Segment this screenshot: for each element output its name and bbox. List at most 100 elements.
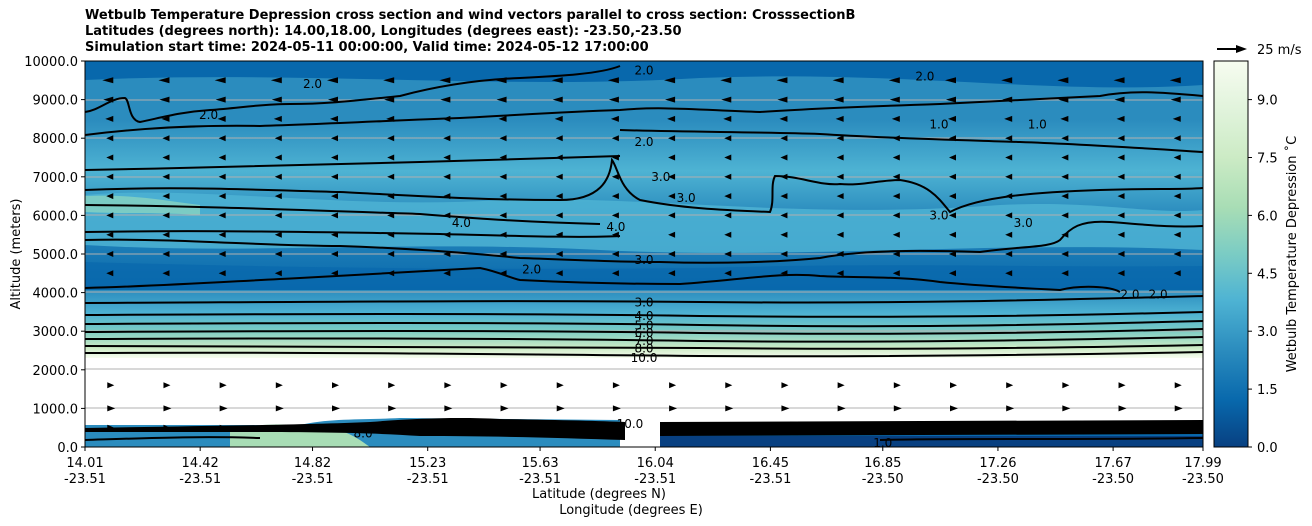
- wind-vector-arrow: [159, 96, 170, 103]
- contour-3-upper: [85, 157, 1203, 214]
- wind-vector-arrow: [1062, 424, 1070, 431]
- wind-vector-arrow: [1062, 405, 1071, 412]
- wind-vector-arrow: [219, 424, 227, 431]
- wind-vector-arrow: [439, 77, 451, 84]
- wind-vector-arrow: [218, 193, 226, 200]
- wind-vector-arrow: [275, 382, 283, 389]
- wind-vector-arrow: [948, 135, 956, 142]
- wind-vector-arrow: [106, 212, 114, 219]
- contour-label: 3.0: [677, 191, 696, 205]
- contour-7-band: [85, 336, 1203, 343]
- wind-vector-arrow: [780, 212, 788, 219]
- wind-vector-arrow: [1005, 231, 1013, 238]
- wind-vector-arrow: [607, 77, 619, 84]
- wind-vector-arrow: [106, 270, 114, 277]
- wind-vector-arrow: [1005, 251, 1013, 257]
- wind-vector-arrow: [1006, 405, 1015, 412]
- wind-vector-arrow: [724, 231, 732, 238]
- wind-vector-arrow: [556, 382, 564, 389]
- wind-vector-arrow: [1117, 154, 1125, 161]
- wind-vector-arrow: [949, 424, 957, 431]
- wind-vector-arrow: [1117, 212, 1125, 219]
- wind-vector-arrow: [556, 405, 565, 412]
- wind-vector-arrow: [107, 424, 115, 431]
- wind-vector-arrow: [781, 382, 789, 389]
- wind-vector-arrow: [555, 231, 563, 238]
- wind-vector-arrow: [892, 251, 900, 257]
- wind-vector-arrow: [162, 135, 170, 142]
- wind-vector-arrow: [1004, 115, 1013, 122]
- x-tick-longitude: -23.51: [407, 472, 449, 487]
- wind-vector-arrow: [1062, 382, 1070, 389]
- wind-vector-arrow: [162, 173, 170, 180]
- wind-vector-arrow: [612, 405, 621, 412]
- wind-vector-arrow: [1118, 382, 1126, 389]
- wind-vector-arrow: [612, 424, 620, 431]
- contour-4-lower: [85, 230, 621, 238]
- contour-2-lower: [85, 266, 1121, 293]
- colorbar-gradient: [1213, 60, 1249, 448]
- wind-vector-arrow: [444, 382, 452, 389]
- wind-vector-arrow: [214, 77, 226, 84]
- wind-vector-arrow: [274, 193, 282, 200]
- wind-vector-arrow: [836, 212, 844, 219]
- wind-vector-arrow: [777, 96, 788, 103]
- wind-vector-arrow: [443, 193, 451, 200]
- wind-vector-arrow: [780, 251, 788, 257]
- wind-vector-arrow: [219, 405, 228, 412]
- contour-label: 8.0: [634, 342, 653, 356]
- wind-vector-arrow: [1174, 424, 1182, 431]
- x-axis-label-latitude: Latitude (degrees N): [532, 487, 666, 502]
- wind-vector-arrow: [836, 270, 844, 277]
- wind-vector-arrow: [163, 405, 172, 412]
- wind-vector-arrow: [780, 193, 788, 200]
- wind-vector-arrow: [892, 173, 900, 180]
- wind-vector-arrow: [725, 405, 734, 412]
- wind-vector-arrow: [498, 115, 507, 122]
- contour-label: 1.0: [929, 118, 948, 132]
- x-tick-longitude: -23.50: [1092, 472, 1134, 487]
- wind-vector-arrow: [106, 154, 114, 161]
- wind-vector-arrow: [1117, 231, 1125, 238]
- wind-vector-arrow: [1005, 135, 1013, 142]
- wind-vector-arrow: [1173, 173, 1181, 180]
- wind-vector-arrow: [444, 405, 453, 412]
- wind-vector-arrow: [443, 270, 451, 277]
- wind-vector-arrow: [608, 96, 619, 103]
- colorbar-tick-label: 6.0: [1257, 209, 1278, 224]
- x-tick-longitude: -23.51: [64, 472, 106, 487]
- wind-vector-arrow: [162, 212, 170, 219]
- contour-5-band: [85, 320, 1203, 328]
- wind-vector-arrow: [892, 154, 900, 161]
- wind-vector-arrow: [668, 270, 676, 277]
- wind-vector-arrow: [611, 193, 619, 200]
- wind-vector-arrow: [331, 212, 339, 219]
- wind-vector-arrow: [669, 382, 677, 389]
- wind-vector-arrow: [107, 405, 116, 412]
- wind-vector-arrow: [162, 193, 170, 200]
- wind-vector-arrow: [949, 382, 957, 389]
- wind-vector-arrow: [500, 382, 508, 389]
- y-tick-label: 6000.0: [33, 209, 79, 224]
- wind-vector-arrow: [836, 251, 844, 257]
- wind-vector-arrow: [724, 270, 732, 277]
- wind-vector-arrow: [781, 424, 789, 431]
- wind-vector-arrow: [1169, 77, 1181, 84]
- x-tick-latitude: 17.67: [1095, 456, 1132, 471]
- wind-vector-arrow: [1061, 270, 1069, 277]
- wind-vector-arrow: [1061, 173, 1069, 180]
- wind-vector-arrow: [1005, 193, 1013, 200]
- wind-vector-arrow: [162, 270, 170, 277]
- wind-vector-arrow: [219, 382, 227, 389]
- wind-key: 25 m/s: [1217, 43, 1302, 58]
- contour-label: 5.0: [634, 318, 653, 332]
- wind-vector-arrow: [332, 405, 341, 412]
- contour-2-left: [85, 155, 621, 171]
- contour-label: 3.0: [634, 295, 653, 309]
- wind-vector-arrow: [668, 173, 676, 180]
- wind-vector-arrow: [724, 212, 732, 219]
- wind-vector-arrow: [837, 382, 845, 389]
- wind-vector-arrow: [837, 405, 846, 412]
- wind-vector-arrow: [1113, 77, 1125, 84]
- wind-vector-arrow: [1117, 135, 1125, 142]
